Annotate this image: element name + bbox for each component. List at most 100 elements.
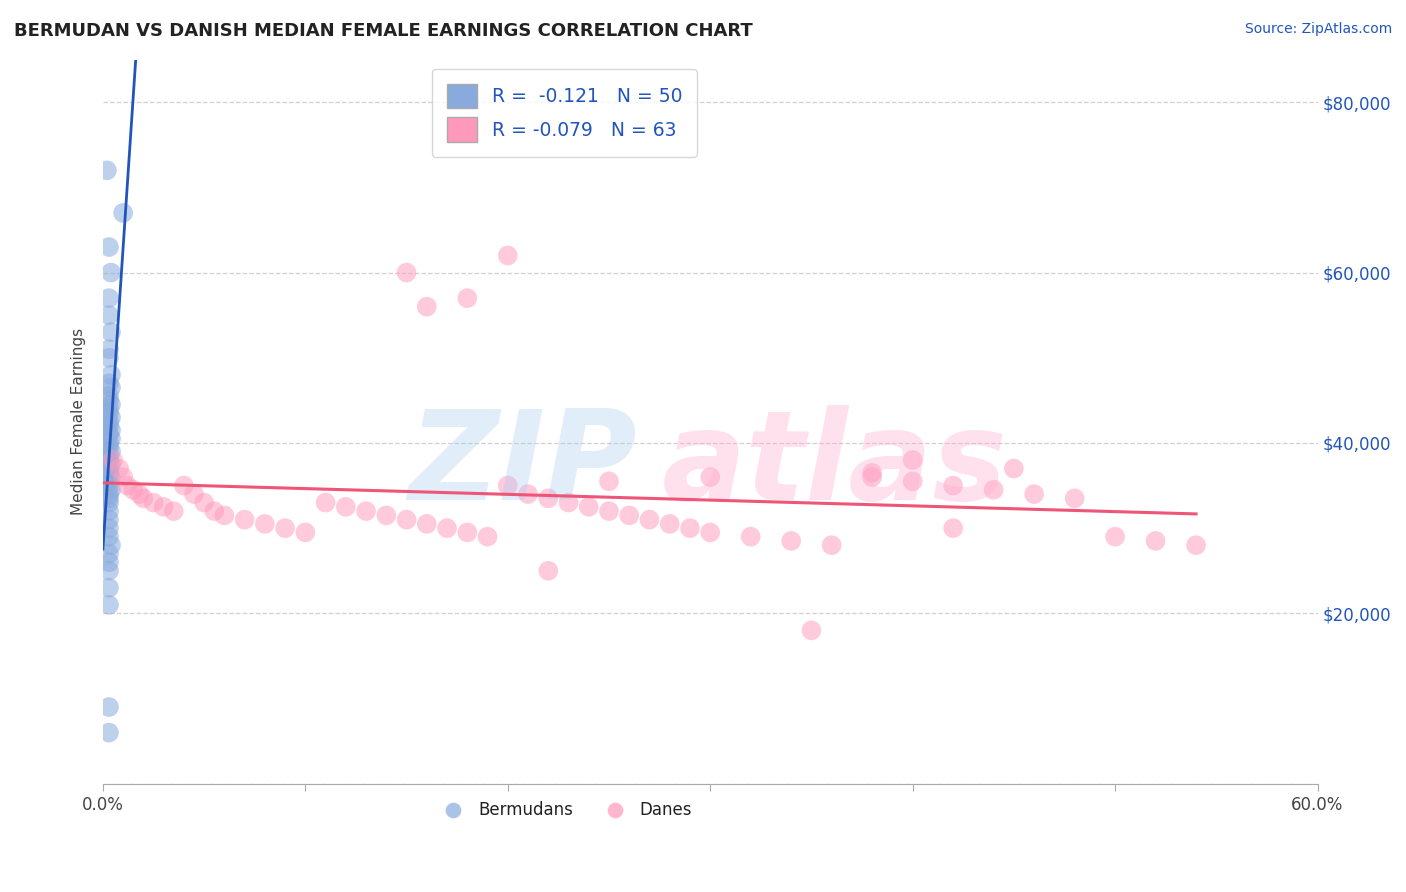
Point — [901, 453, 924, 467]
Point — [98, 547, 121, 561]
Point — [578, 500, 600, 514]
Point — [98, 449, 121, 463]
Point — [98, 521, 121, 535]
Point — [100, 470, 122, 484]
Point — [679, 521, 702, 535]
Point — [132, 491, 155, 506]
Point — [98, 427, 121, 442]
Point — [294, 525, 316, 540]
Point — [598, 504, 620, 518]
Text: Source: ZipAtlas.com: Source: ZipAtlas.com — [1244, 22, 1392, 37]
Point — [942, 521, 965, 535]
Point — [122, 483, 145, 497]
Point — [193, 495, 215, 509]
Point — [354, 504, 377, 518]
Point — [183, 487, 205, 501]
Point — [98, 418, 121, 433]
Point — [214, 508, 236, 523]
Legend: Bermudans, Danes: Bermudans, Danes — [430, 795, 699, 826]
Y-axis label: Median Female Earnings: Median Female Earnings — [72, 328, 86, 516]
Point — [98, 564, 121, 578]
Point — [395, 513, 418, 527]
Point — [98, 700, 121, 714]
Point — [112, 206, 135, 220]
Point — [416, 516, 439, 531]
Point — [98, 308, 121, 322]
Point — [395, 266, 418, 280]
Point — [98, 487, 121, 501]
Point — [98, 393, 121, 408]
Point — [619, 508, 641, 523]
Point — [598, 475, 620, 489]
Text: ZIP: ZIP — [409, 405, 637, 525]
Point — [557, 495, 579, 509]
Point — [98, 475, 121, 489]
Point — [98, 461, 121, 475]
Point — [98, 389, 121, 403]
Point — [416, 300, 439, 314]
Point — [98, 436, 121, 450]
Point — [274, 521, 297, 535]
Text: atlas: atlas — [662, 405, 1007, 525]
Point — [112, 470, 135, 484]
Point — [477, 530, 499, 544]
Point — [100, 457, 122, 471]
Point — [98, 504, 121, 518]
Point — [98, 291, 121, 305]
Text: BERMUDAN VS DANISH MEDIAN FEMALE EARNINGS CORRELATION CHART: BERMUDAN VS DANISH MEDIAN FEMALE EARNING… — [14, 22, 752, 40]
Point — [98, 351, 121, 365]
Point — [253, 516, 276, 531]
Point — [98, 495, 121, 509]
Point — [98, 343, 121, 357]
Point — [860, 466, 883, 480]
Point — [100, 410, 122, 425]
Point — [860, 470, 883, 484]
Point — [436, 521, 458, 535]
Point — [456, 291, 478, 305]
Point — [315, 495, 337, 509]
Point — [901, 475, 924, 489]
Point — [100, 444, 122, 458]
Point — [98, 453, 121, 467]
Point — [942, 478, 965, 492]
Point — [740, 530, 762, 544]
Point — [101, 453, 124, 467]
Point — [100, 266, 122, 280]
Point — [202, 504, 225, 518]
Point — [100, 368, 122, 382]
Point — [100, 538, 122, 552]
Point — [98, 406, 121, 420]
Point — [800, 624, 823, 638]
Point — [699, 470, 721, 484]
Point — [100, 325, 122, 339]
Point — [128, 487, 150, 501]
Point — [98, 725, 121, 739]
Point — [517, 487, 540, 501]
Point — [96, 163, 118, 178]
Point — [1022, 487, 1045, 501]
Point — [100, 483, 122, 497]
Point — [98, 598, 121, 612]
Point — [142, 495, 165, 509]
Point — [658, 516, 681, 531]
Point — [233, 513, 256, 527]
Point — [537, 491, 560, 506]
Point — [98, 466, 121, 480]
Point — [163, 504, 186, 518]
Point — [98, 478, 121, 492]
Point — [108, 461, 131, 475]
Point — [1104, 530, 1126, 544]
Point — [98, 240, 121, 254]
Point — [100, 398, 122, 412]
Point — [496, 478, 519, 492]
Point — [98, 555, 121, 569]
Point — [821, 538, 844, 552]
Point — [1144, 533, 1167, 548]
Point — [1185, 538, 1208, 552]
Point — [100, 381, 122, 395]
Point — [537, 564, 560, 578]
Point — [1063, 491, 1085, 506]
Point — [496, 248, 519, 262]
Point — [115, 478, 138, 492]
Point — [98, 581, 121, 595]
